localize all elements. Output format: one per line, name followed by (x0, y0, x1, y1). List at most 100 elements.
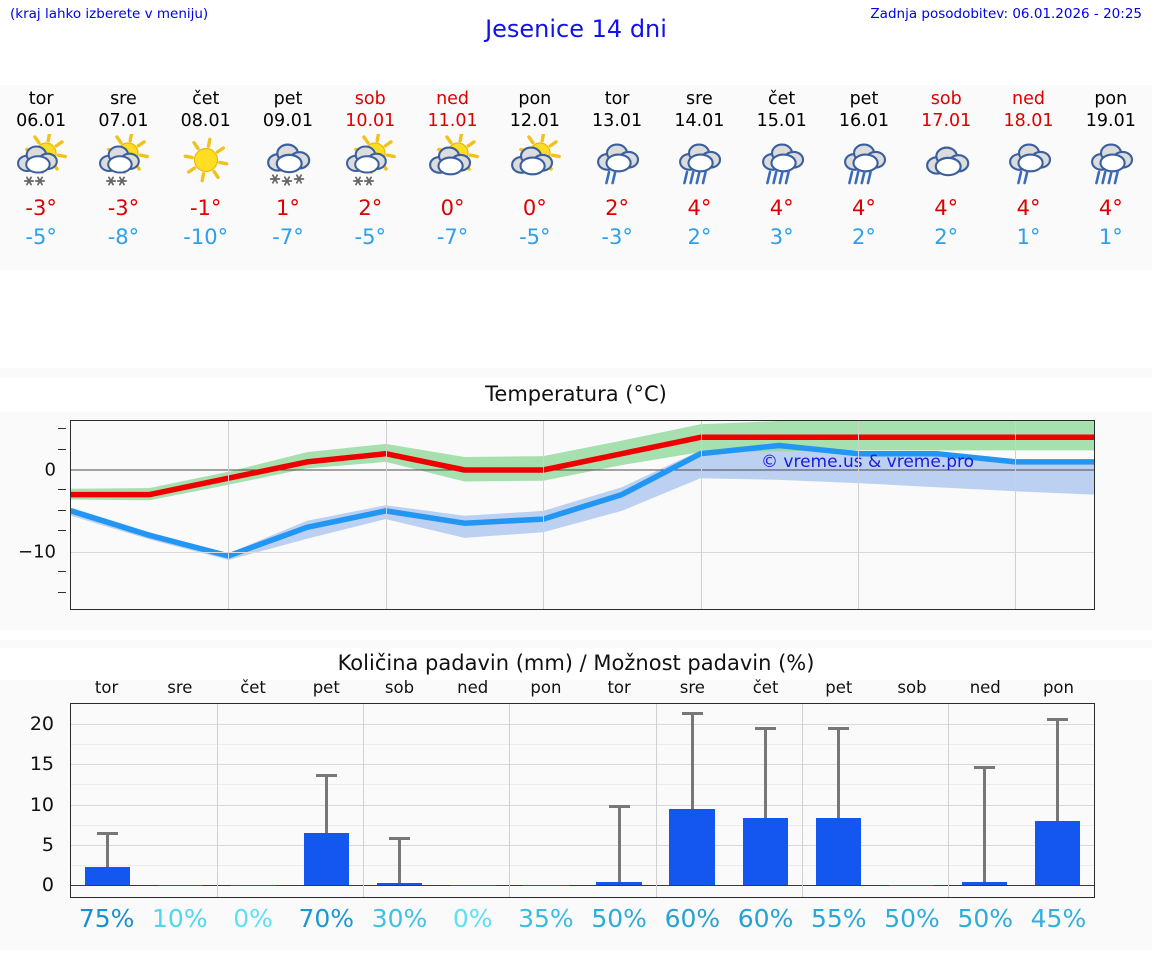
precipitation-bar (450, 884, 496, 887)
temperature-gridline-vertical (700, 421, 702, 609)
max-temperature-value: 0° (440, 196, 465, 220)
precipitation-day-label: sob (384, 678, 415, 697)
precipitation-probability-label: 60% (664, 904, 721, 933)
min-temperature-value: -7° (272, 225, 304, 249)
temperature-chart-title: Temperatura (°C) (0, 378, 1152, 412)
day-column[interactable]: ned 18.01 4° 1° (987, 85, 1069, 270)
max-temperature-value: -3° (25, 196, 57, 220)
precipitation-gridline (71, 804, 1094, 806)
min-temperature-value: 3° (769, 225, 794, 249)
precipitation-gridline-vertical (363, 704, 365, 897)
precipitation-y-tick-label: 10 (29, 793, 54, 816)
precipitation-probability-label: 0% (452, 904, 493, 933)
day-column[interactable]: sob 10.01 2° -5° (329, 85, 411, 270)
day-date-label: 16.01 (838, 111, 889, 131)
temperature-y-minor-tick (58, 509, 66, 511)
cloud-rain-4-icon (668, 134, 730, 190)
precipitation-day-label: sre (167, 678, 193, 697)
precipitation-day-label: sob (897, 678, 927, 697)
day-column[interactable]: sre 07.01 -3° -8° (82, 85, 164, 270)
location-menu-note[interactable]: (kraj lahko izberete v meniju) (10, 6, 209, 22)
day-column[interactable]: sob 17.01 4° 2° (905, 85, 987, 270)
precipitation-y-tick-label: 15 (29, 753, 54, 776)
temperature-y-tick-label: −10 (18, 541, 56, 563)
precipitation-bar (231, 884, 277, 887)
precipitation-whisker-cap (608, 805, 630, 809)
temperature-gridline-vertical (228, 421, 230, 609)
precipitation-probability-label: 45% (1030, 904, 1087, 933)
day-column[interactable]: pet 09.01 1° -7° (247, 85, 329, 270)
day-of-week-label: pet (273, 89, 303, 109)
day-date-label: 18.01 (1003, 111, 1054, 131)
temperature-gridline-vertical (1015, 421, 1017, 609)
day-of-week-label: čet (192, 89, 220, 109)
precipitation-probability-label: 35% (518, 904, 574, 933)
precipitation-whisker-cap (681, 712, 703, 716)
precipitation-whisker (763, 726, 767, 885)
precipitation-bar (815, 818, 861, 885)
temperature-y-minor-tick (58, 489, 66, 491)
day-of-week-label: tor (604, 89, 630, 109)
cloud-rain-2-icon (998, 134, 1060, 190)
day-column[interactable]: čet 08.01 -1° -10° (165, 85, 247, 270)
precipitation-day-label: ned (457, 678, 489, 697)
precipitation-whisker (836, 726, 840, 885)
day-column[interactable]: pon 19.01 4° 1° (1070, 85, 1152, 270)
precipitation-gridline (71, 844, 1094, 846)
precipitation-probability-label: 55% (811, 904, 867, 933)
precipitation-gridline-vertical (509, 704, 511, 897)
sun-cloud-snow-2-icon (10, 134, 72, 190)
precipitation-probability-label: 60% (737, 904, 794, 933)
temperature-plot-area: © vreme.us & vreme.pro (70, 420, 1095, 610)
max-temperature-value: -3° (107, 196, 140, 220)
day-column[interactable]: sre 14.01 4° 2° (658, 85, 740, 270)
sun-cloud-icon (504, 134, 566, 190)
day-column[interactable]: pet 16.01 4° 2° (823, 85, 905, 270)
day-date-label: 10.01 (345, 111, 396, 131)
day-column[interactable]: tor 06.01 -3° -5° (0, 85, 82, 270)
precipitation-y-axis: 0 5 10 15 20 (0, 703, 66, 898)
temperature-y-minor-tick (58, 448, 66, 450)
precipitation-day-label: tor (607, 678, 631, 697)
precipitation-whisker-cap (316, 773, 338, 777)
precipitation-bar (961, 881, 1008, 885)
temperature-y-minor-tick (58, 428, 66, 430)
temperature-gridline-vertical (543, 421, 545, 609)
max-temperature-value: 0° (522, 196, 547, 220)
day-column[interactable]: tor 13.01 2° -3° (576, 85, 658, 270)
sun-cloud-snow-2-icon (339, 134, 401, 190)
day-column[interactable]: pon 12.01 0° -5° (494, 85, 576, 270)
precipitation-gridline-vertical (947, 704, 949, 897)
day-column[interactable]: ned 11.01 0° -7° (411, 85, 493, 270)
day-of-week-label: sob (354, 89, 386, 109)
precipitation-bar (377, 882, 423, 885)
day-date-label: 11.01 (427, 111, 478, 131)
precipitation-whisker (982, 765, 986, 885)
max-temperature-value: 4° (934, 196, 959, 220)
precipitation-day-label: pet (825, 678, 853, 697)
min-temperature-value: -7° (436, 225, 469, 249)
precipitation-bar (742, 818, 788, 885)
precipitation-day-label: čet (752, 678, 779, 697)
day-of-week-label: pon (518, 89, 552, 109)
day-date-label: 09.01 (262, 111, 314, 131)
max-temperature-value: 4° (1016, 196, 1041, 220)
precipitation-probability-label: 10% (152, 904, 208, 933)
precipitation-plot-area (70, 703, 1095, 898)
cloud-rain-4-icon (1080, 134, 1142, 190)
precipitation-whisker-cap (389, 837, 411, 841)
day-date-label: 08.01 (180, 111, 231, 131)
min-temperature-value: -8° (107, 225, 140, 249)
day-column[interactable]: čet 15.01 4° 3° (741, 85, 823, 270)
day-of-week-label: ned (436, 89, 470, 109)
min-temperature-value: 2° (852, 225, 876, 249)
day-date-label: 07.01 (98, 111, 149, 131)
precipitation-minor-gridline (71, 744, 1094, 746)
precipitation-bar (1034, 821, 1081, 885)
precipitation-gridline-vertical (801, 704, 803, 897)
cloud-rain-4-icon (751, 134, 813, 190)
precipitation-y-tick-label: 0 (41, 873, 54, 896)
day-of-week-label: ned (1012, 89, 1045, 109)
precipitation-whisker (398, 837, 402, 885)
day-of-week-label: pon (1094, 89, 1128, 109)
